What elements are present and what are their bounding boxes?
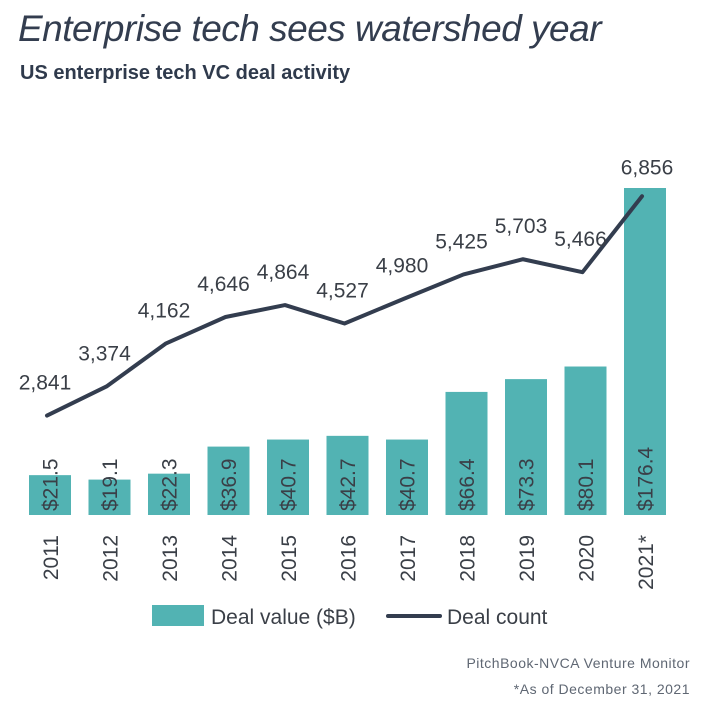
bar-value-label-2012: $19.1 xyxy=(99,458,122,511)
deal-count-label-2019: 5,703 xyxy=(495,215,548,238)
bar-value-label-2016: $42.7 xyxy=(337,458,360,511)
deal-count-label-2015: 4,864 xyxy=(257,261,310,284)
x-tick-2017: 2017 xyxy=(397,535,420,582)
x-tick-labels: 2011 2012 2013 2014 2015 2016 2017 2018 2019 2020… xyxy=(40,535,658,590)
bar-value-label-2013: $22.3 xyxy=(159,458,182,511)
bar-2017 xyxy=(386,439,428,515)
bar-value-label-2017: $40.7 xyxy=(397,458,420,511)
x-tick-2016: 2016 xyxy=(338,535,361,582)
footnote: *As of December 31, 2021 xyxy=(513,681,690,697)
legend-label-deal-count: Deal count xyxy=(447,606,548,629)
bar-2012 xyxy=(88,479,131,515)
bar-labels-layer: $21.5 $19.1 $22.3 $36.9 $40.7 $42.7 $40.7 $66.4… xyxy=(40,446,658,511)
x-tick-2013: 2013 xyxy=(159,535,182,582)
source-note: PitchBook-NVCA Venture Monitor xyxy=(466,655,690,671)
deal-count-label-2017: 4,980 xyxy=(376,255,429,278)
bars-layer xyxy=(29,188,666,515)
x-tick-2012: 2012 xyxy=(100,535,123,582)
x-tick-2015: 2015 xyxy=(278,535,301,582)
bar-value-label-2018: $66.4 xyxy=(456,458,479,511)
bar-2021 xyxy=(624,188,666,515)
bar-value-label-2020: $80.1 xyxy=(575,458,598,511)
bar-2015 xyxy=(267,439,309,515)
chart-title: Enterprise tech sees watershed year xyxy=(18,8,602,49)
bar-2016 xyxy=(326,435,369,515)
deal-count-label-2021: 6,856 xyxy=(621,156,674,179)
deal-count-label-2020: 5,466 xyxy=(554,228,607,251)
deal-count-label-2016: 4,527 xyxy=(316,279,369,302)
legend-swatch-deal-value xyxy=(152,605,204,626)
deal-count-label-2012: 3,374 xyxy=(78,342,131,365)
deal-count-label-2018: 5,425 xyxy=(435,230,488,253)
line-layer xyxy=(45,194,644,418)
x-tick-2020: 2020 xyxy=(576,535,599,582)
x-tick-2011: 2011 xyxy=(40,535,63,580)
x-tick-2018: 2018 xyxy=(457,535,480,582)
bar-value-label-2019: $73.3 xyxy=(516,458,539,511)
deal-count-line xyxy=(45,194,644,418)
x-tick-2021: 2021* xyxy=(635,535,658,590)
bar-value-label-2021: $176.4 xyxy=(635,446,658,511)
bar-2013 xyxy=(148,473,190,515)
deal-count-label-2014: 4,646 xyxy=(197,273,250,296)
bar-2019 xyxy=(505,379,547,515)
bar-value-label-2015: $40.7 xyxy=(278,458,301,511)
deal-count-label-2011: 2,841 xyxy=(19,372,72,395)
line-labels-layer: 2,841 3,374 4,162 4,646 4,864 4,527 4,980 5,425… xyxy=(19,156,674,394)
combo-chart: $21.5 $19.1 $22.3 $36.9 $40.7 $42.7 $40.7 $66.4… xyxy=(19,156,674,629)
bar-value-label-2014: $36.9 xyxy=(218,458,241,511)
bar-2014 xyxy=(207,446,250,515)
x-tick-2014: 2014 xyxy=(219,535,242,582)
chart-subtitle: US enterprise tech VC deal activity xyxy=(20,62,351,84)
deal-count-label-2013: 4,162 xyxy=(138,299,191,322)
x-tick-2019: 2019 xyxy=(516,535,539,582)
bar-2011 xyxy=(29,475,71,515)
bar-value-label-2011: $21.5 xyxy=(40,458,63,511)
legend-label-deal-value: Deal value ($B) xyxy=(211,606,356,629)
legend: Deal value ($B) Deal count xyxy=(152,605,548,629)
bar-2020 xyxy=(564,366,607,515)
bar-2018 xyxy=(445,391,488,515)
